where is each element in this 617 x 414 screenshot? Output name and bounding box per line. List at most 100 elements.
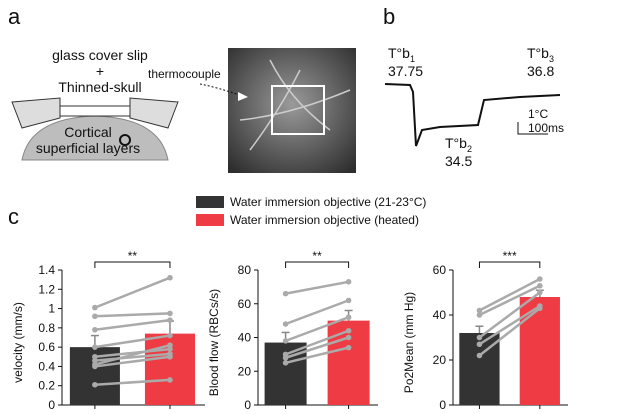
cover-slip (59, 105, 131, 117)
trace-value: 37.75 (388, 63, 423, 79)
pair-dot (345, 334, 352, 341)
significance-bracket (478, 261, 541, 268)
pair-line (94, 378, 171, 386)
pair-line (285, 299, 350, 326)
pair-line (94, 312, 171, 318)
significance: ** (128, 249, 138, 263)
pair-dot (167, 346, 173, 352)
y-tick-label: 20 (433, 353, 447, 367)
pair-dot (167, 310, 173, 317)
pair-dot (92, 353, 98, 360)
y-tick-label: 1.4 (38, 263, 55, 277)
significance: ** (312, 249, 322, 263)
trace-name: T°b (388, 45, 410, 61)
pair-dot (92, 357, 98, 364)
legend-label: Water immersion objective (heated) (230, 213, 419, 227)
roi (271, 85, 325, 135)
y-tick-label: 1.2 (38, 282, 55, 296)
y-axis-label: velocity (mm/s) (11, 302, 25, 383)
panel-label: b (383, 4, 395, 29)
y-tick-label: 0.6 (38, 340, 55, 354)
pair-line (94, 352, 171, 362)
trace-name: T°b (527, 45, 549, 61)
pair-dot (476, 341, 483, 348)
pair-line (94, 355, 171, 368)
pair-dot (167, 332, 173, 339)
y-tick-label: 0 (48, 398, 55, 412)
y-tick-label: 60 (433, 263, 447, 277)
scale-label: 1°C (528, 107, 548, 121)
bar (519, 297, 560, 405)
pair-dot (476, 312, 483, 318)
trace-label: T°b3 (527, 45, 554, 64)
pair-dot (167, 274, 173, 281)
y-tick-label: 40 (238, 331, 252, 345)
skull-left (11, 97, 61, 129)
pair-line (478, 284, 541, 317)
pair-dot (537, 305, 543, 312)
pair-dot (92, 313, 98, 320)
pair-line (285, 280, 349, 295)
scale-bar (517, 122, 548, 135)
pair-dot (345, 279, 352, 285)
trace-value: 34.5 (445, 153, 472, 169)
significance-bracket (94, 261, 171, 268)
y-tick-label: 0 (244, 398, 251, 412)
diagram-label: Thinned-skull (58, 79, 141, 95)
pair-line (285, 336, 349, 359)
pair-dot (92, 326, 98, 333)
probe (119, 134, 131, 146)
y-tick-label: 60 (238, 297, 252, 311)
diagram-label: Cortical (64, 124, 111, 140)
pair-line (478, 277, 541, 312)
pair-line (285, 316, 350, 343)
pair-dot (92, 344, 98, 350)
y-tick-label: 40 (433, 308, 447, 322)
y-tick-label: 80 (238, 263, 252, 277)
panel-label: a (8, 4, 21, 29)
pair-dot (282, 338, 289, 344)
pair-line (94, 318, 171, 332)
diagram-label: superficial layers (36, 140, 140, 156)
vessels (239, 59, 351, 151)
scale-label: 100ms (528, 121, 564, 135)
y-axis-label: Blood flow (RBCs/s) (207, 289, 221, 396)
diagram-label: + (96, 63, 104, 79)
y-tick-label: 0 (439, 398, 446, 412)
diagram-label: thermocouple (148, 67, 221, 81)
y-tick-label: 0.8 (38, 321, 55, 335)
pair-dot (476, 334, 483, 341)
pair-dot (345, 297, 352, 304)
pair-dot (537, 289, 543, 296)
pair-line (478, 291, 541, 339)
trace-value: 36.8 (527, 63, 554, 79)
pair-dot (345, 344, 352, 351)
trace-sub: 3 (549, 54, 554, 64)
pair-dot (476, 352, 483, 359)
diagram-label: glass cover slip (52, 47, 148, 63)
pair-dot (282, 290, 289, 297)
y-tick-label: 0.4 (38, 359, 55, 373)
pair-dot (282, 360, 289, 366)
charts: 0 0.2 0.4 0.6 0.8 1 1.2 1.4 velocity (mm/s) ** 0 20… (11, 249, 568, 412)
trace-sub: 1 (410, 54, 415, 64)
trace-label: T°b2 (445, 135, 472, 154)
pair-line (94, 276, 171, 309)
pair-dot (167, 353, 173, 360)
panel-label: c (8, 204, 19, 229)
pair-dot (167, 342, 173, 349)
y-tick-label: 20 (238, 364, 252, 378)
y-axis-label: Po2Mean (mm Hg) (402, 292, 416, 393)
pair-dot (537, 276, 543, 282)
significance-bracket (285, 261, 350, 268)
pair-dot (92, 363, 98, 370)
pair-dot (282, 321, 289, 327)
pair-line (478, 307, 541, 357)
arrow (199, 83, 243, 97)
significance: *** (503, 249, 517, 263)
y-tick-label: 0.2 (38, 379, 55, 393)
y-tick-label: 1 (48, 302, 55, 316)
pair-line (94, 334, 171, 349)
pair-line (478, 304, 541, 346)
